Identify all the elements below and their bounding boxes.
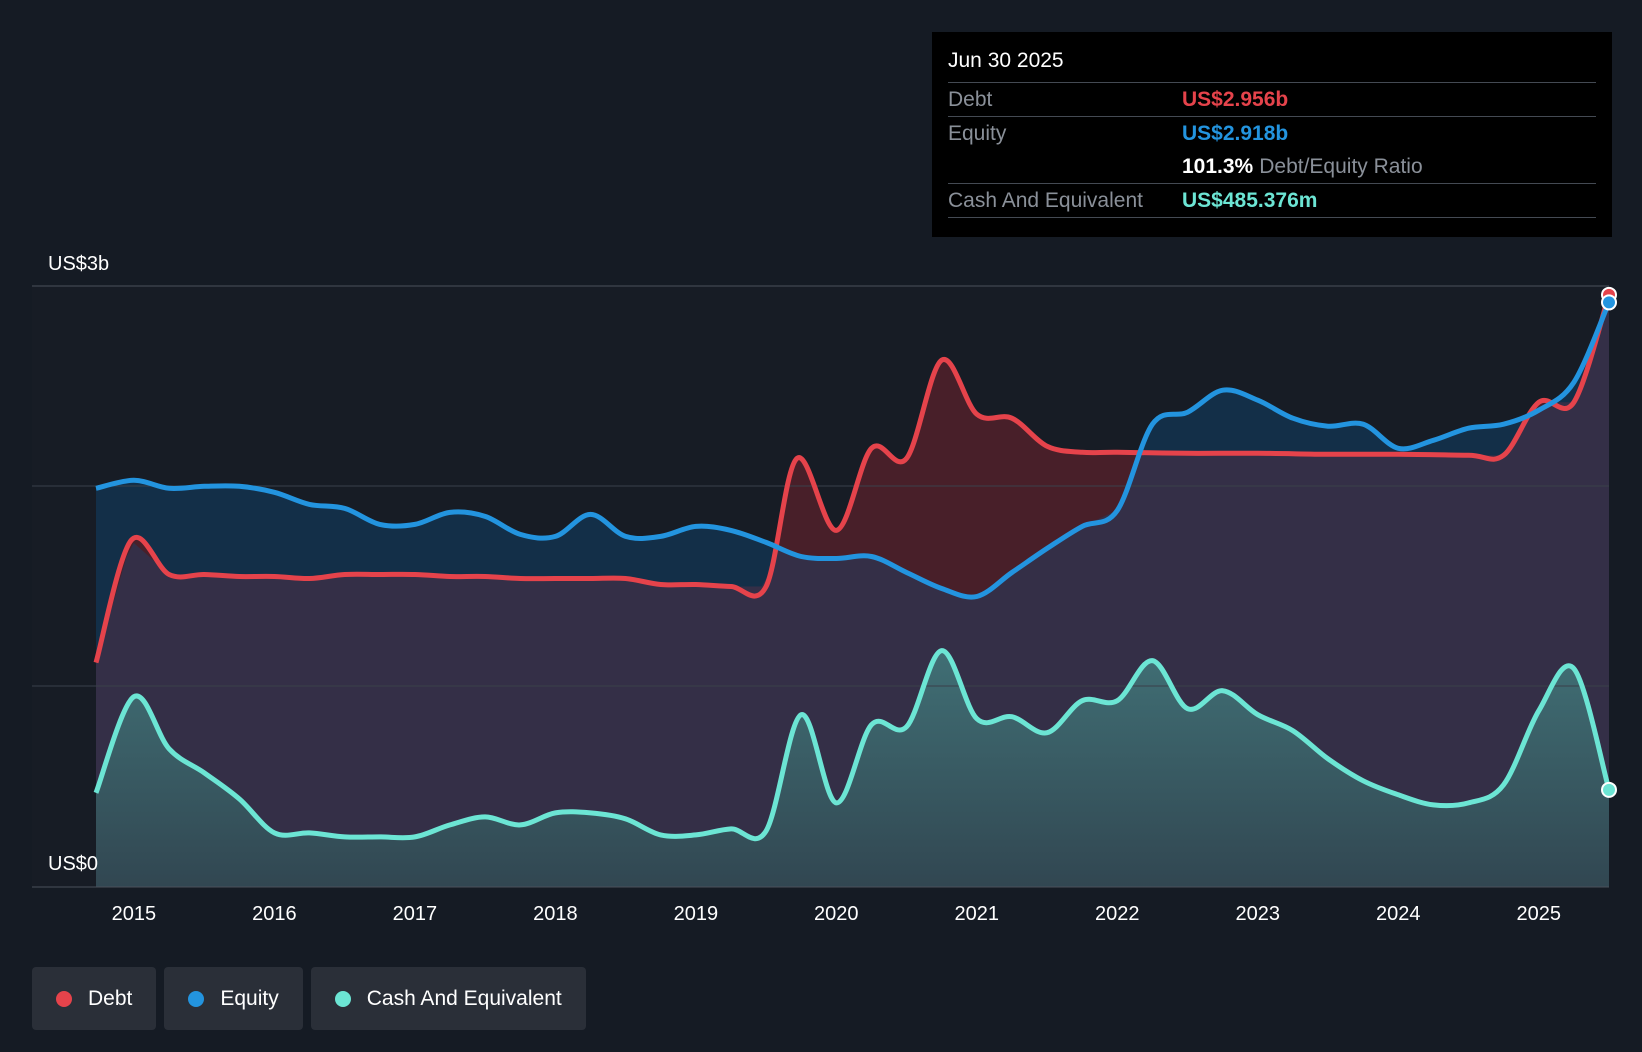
tooltip-debt-value: US$2.956b — [1182, 88, 1289, 111]
tooltip-equity-value: US$2.918b — [1182, 122, 1289, 145]
x-tick-label: 2018 — [533, 903, 578, 925]
equity-line — [95, 301, 1612, 600]
x-tick-label: 2017 — [393, 903, 438, 925]
cash-line — [93, 648, 1612, 842]
tooltip-row-ratio: 101.3% Debt/Equity Ratio — [948, 150, 1596, 184]
equity-dot-icon — [188, 990, 205, 1007]
equity-end-marker — [1601, 294, 1617, 311]
x-tick-label: 2025 — [1517, 903, 1562, 925]
tooltip-debt-label: Debt — [948, 88, 993, 111]
cash-dot-icon — [334, 990, 351, 1007]
x-tick-label: 2019 — [674, 903, 719, 925]
debt-line — [93, 294, 1612, 664]
tooltip-cash-label: Cash And Equivalent — [948, 189, 1143, 212]
cash-area — [96, 650, 1609, 887]
tooltip-row-debt: Debt US$2.956b — [948, 83, 1596, 117]
legend-item-cash[interactable]: Cash And Equivalent — [310, 967, 586, 1030]
legend-cash-label: Cash And Equivalent — [366, 986, 562, 1010]
x-tick-label: 2024 — [1376, 903, 1421, 925]
tooltip-row-cash: Cash And Equivalent US$485.376m — [948, 184, 1596, 218]
tooltip-ratio-value: 101.3% — [1182, 155, 1254, 178]
y-axis-bottom-label: US$0 — [48, 853, 98, 875]
x-tick-label: 2016 — [252, 903, 297, 925]
x-tick-label: 2020 — [814, 903, 859, 925]
legend-debt-label: Debt — [88, 986, 133, 1010]
x-tick-label: 2021 — [955, 903, 1000, 925]
cash-end-marker — [1601, 781, 1617, 798]
tooltip-equity-label: Equity — [948, 122, 1007, 145]
legend-item-equity[interactable]: Equity — [164, 967, 303, 1030]
legend-item-debt[interactable]: Debt — [32, 967, 157, 1030]
x-tick-label: 2015 — [112, 903, 157, 925]
y-axis-top-label: US$3b — [48, 253, 109, 275]
debt-dot-icon — [56, 990, 72, 1007]
chart-legend: Debt Equity Cash And Equivalent — [32, 967, 586, 1030]
tooltip-ratio-label: Debt/Equity Ratio — [1259, 155, 1423, 178]
x-tick-label: 2023 — [1236, 903, 1281, 925]
x-tick-label: 2022 — [1095, 903, 1140, 925]
tooltip-cash-value: US$485.376m — [1182, 189, 1318, 212]
data-tooltip: Jun 30 2025 Debt US$2.956b Equity US$2.9… — [932, 32, 1612, 237]
tooltip-row-equity: Equity US$2.918b — [948, 117, 1596, 150]
legend-equity-label: Equity — [220, 986, 279, 1010]
tooltip-date: Jun 30 2025 — [948, 46, 1596, 83]
